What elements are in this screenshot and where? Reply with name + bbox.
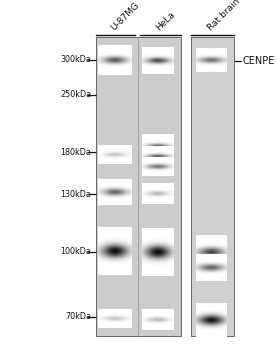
Text: 130kDa: 130kDa <box>61 190 91 199</box>
Text: Rat brain: Rat brain <box>206 0 242 32</box>
Text: 300kDa: 300kDa <box>61 55 91 64</box>
Text: 70kDa: 70kDa <box>65 312 91 321</box>
Text: U-87MG: U-87MG <box>109 0 141 32</box>
Text: CENPE: CENPE <box>242 56 275 66</box>
Bar <box>191 37 234 336</box>
Text: HeLa: HeLa <box>154 10 177 32</box>
Text: 250kDa: 250kDa <box>60 90 91 99</box>
Text: 180kDa: 180kDa <box>61 148 91 157</box>
Text: 100kDa: 100kDa <box>61 247 91 257</box>
Bar <box>96 37 181 336</box>
